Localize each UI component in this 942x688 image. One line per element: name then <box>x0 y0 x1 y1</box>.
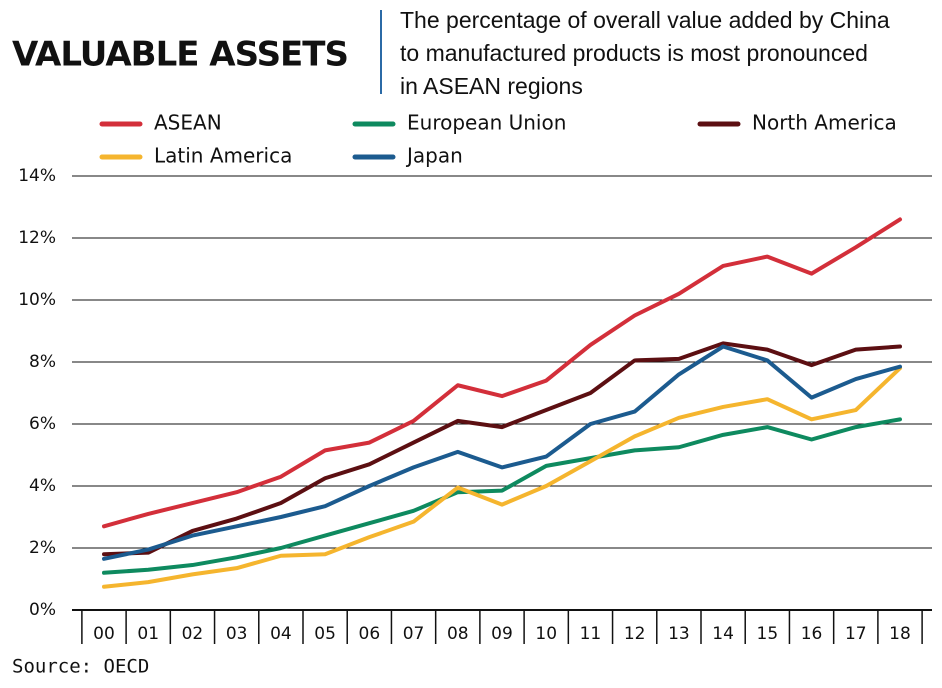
x-tick-label: 17 <box>845 624 867 644</box>
x-tick-label: 06 <box>359 624 381 644</box>
y-tick-label: 6% <box>29 414 56 434</box>
x-tick-label: 01 <box>137 624 159 644</box>
y-tick-label: 14% <box>18 166 56 186</box>
legend-label: European Union <box>407 111 566 135</box>
x-tick-label: 02 <box>182 624 204 644</box>
x-tick-label: 11 <box>580 624 602 644</box>
y-tick-label: 0% <box>29 600 56 620</box>
y-tick-label: 12% <box>18 228 56 248</box>
x-tick-label: 16 <box>801 624 823 644</box>
series-line <box>102 341 902 557</box>
x-tick-label: 03 <box>226 624 248 644</box>
x-tick-label: 14 <box>712 624 734 644</box>
series-line <box>102 417 902 575</box>
legend-label: North America <box>752 111 897 135</box>
x-tick-label: 15 <box>757 624 779 644</box>
series-line <box>102 217 902 529</box>
chart-title: VALUABLE ASSETS <box>12 35 348 75</box>
y-tick-label: 8% <box>29 352 56 372</box>
subtitle: The percentage of overall value added by… <box>400 7 890 33</box>
x-tick-label: 00 <box>93 624 115 644</box>
subtitle: to manufactured products is most pronoun… <box>400 40 868 66</box>
x-tick-label: 10 <box>535 624 557 644</box>
y-tick-label: 10% <box>18 290 56 310</box>
x-tick-label: 13 <box>668 624 690 644</box>
y-tick-label: 2% <box>29 538 56 558</box>
legend-label: Japan <box>405 144 463 168</box>
series-line <box>102 366 902 589</box>
x-tick-label: 09 <box>491 624 513 644</box>
subtitle: in ASEAN regions <box>400 73 583 99</box>
series-line <box>102 344 902 561</box>
x-tick-label: 12 <box>624 624 646 644</box>
x-tick-label: 07 <box>403 624 425 644</box>
x-tick-label: 18 <box>889 624 911 644</box>
y-tick-label: 4% <box>29 476 56 496</box>
legend-label: Latin America <box>154 144 292 168</box>
legend-label: ASEAN <box>154 111 222 135</box>
source: Source: OECD <box>12 656 149 678</box>
x-tick-label: 04 <box>270 624 292 644</box>
x-tick-label: 08 <box>447 624 469 644</box>
x-tick-label: 05 <box>314 624 336 644</box>
